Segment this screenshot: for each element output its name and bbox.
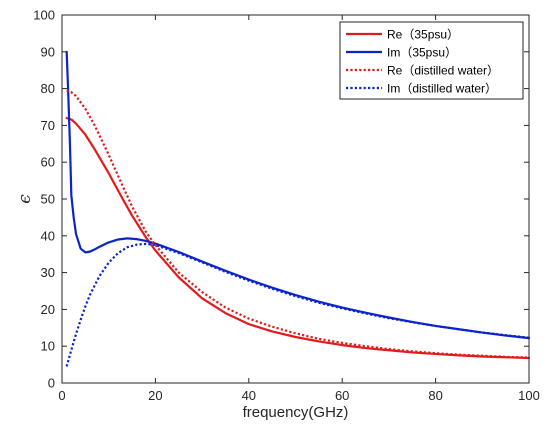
x-tick-label: 20 <box>148 388 162 403</box>
y-tick-label: 0 <box>48 376 55 391</box>
y-tick-label: 90 <box>41 44 55 59</box>
y-tick-label: 80 <box>41 81 55 96</box>
series-line-4 <box>65 242 530 367</box>
legend-entry-1: Re（35psu） <box>387 28 459 42</box>
x-axis-label: frequency(GHz) <box>243 404 349 421</box>
legend-entry-4: Im（distilled water） <box>387 82 497 96</box>
y-tick-label: 100 <box>33 8 55 23</box>
y-tick-label: 30 <box>41 265 55 280</box>
series-line-1 <box>65 116 531 360</box>
y-tick-label: 50 <box>41 192 55 207</box>
series-line-2 <box>65 50 531 340</box>
y-tick-label: 10 <box>41 339 55 354</box>
y-tick-label: 20 <box>41 302 55 317</box>
y-tick-label: 70 <box>41 118 55 133</box>
x-tick-label: 80 <box>428 388 442 403</box>
legend-entry-2: Im（35psu） <box>387 46 457 60</box>
legend-entry-3: Re（distilled water） <box>387 64 499 78</box>
legend: Re（35psu） Im（35psu） Re（distilled water） Im（… <box>339 21 524 100</box>
y-tick-label: 60 <box>41 155 55 170</box>
x-tick-label: 40 <box>242 388 256 403</box>
x-tick-label: 100 <box>518 388 540 403</box>
series-line-3 <box>66 89 530 359</box>
x-tick-label: 60 <box>335 388 349 403</box>
y-tick-label: 40 <box>41 228 55 243</box>
x-tick-label: 0 <box>58 388 65 403</box>
y-axis-label: ϵ <box>15 194 35 204</box>
